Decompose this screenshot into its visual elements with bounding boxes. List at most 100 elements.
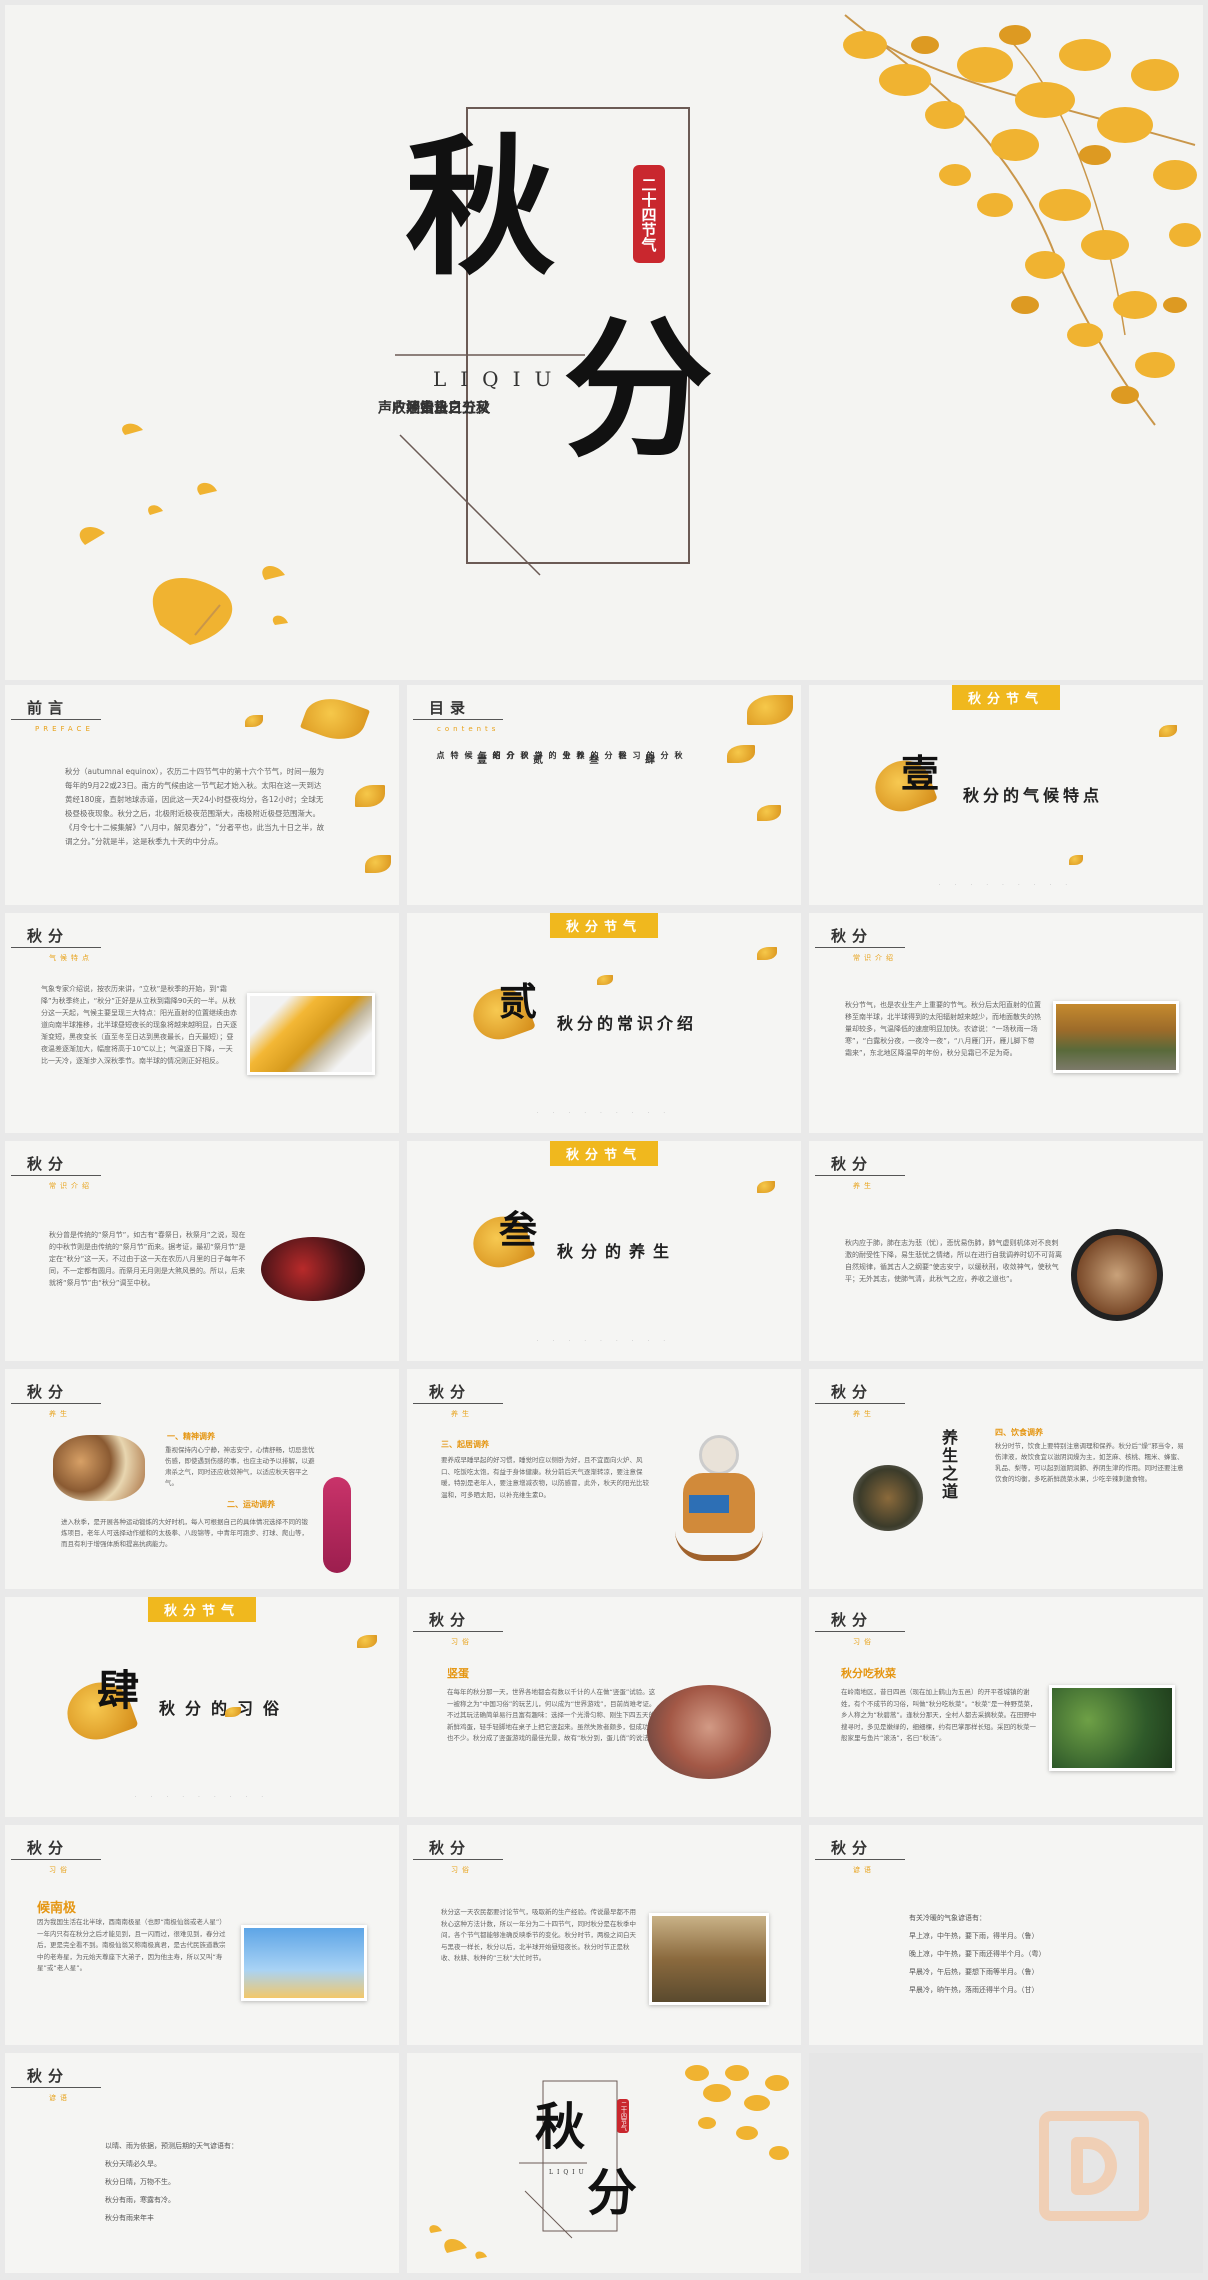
slide-subtitle: 养生 [853,1410,875,1418]
health4-head: 四、饮食调养 [995,1428,1043,1437]
slide-dots: · · · · · · · · · [536,1338,672,1345]
toc-label: 秋分的气候特点 [436,751,529,761]
slide-section-1[interactable]: 秋分节气 壹 秋分的气候特点 · · · · · · · · · [809,685,1203,905]
slide-climate[interactable]: 秋分 气候特点 气象专家介绍说，按农历来讲，“立秋”是秋季的开始，到“霜降”为秋… [5,913,399,1133]
slide-section-2[interactable]: 秋分节气 贰 秋分的常识介绍 · · · · · · · · · [407,913,801,1133]
climate-text: 气象专家介绍说，按农历来讲，“立秋”是秋季的开始，到“霜降”为秋季终止，“秋分”… [41,985,237,1065]
slide-subtitle: 谚语 [49,2094,71,2102]
title-rule [11,2087,101,2088]
tea-bowls-photo [853,1465,923,1531]
ginkgo-leaf [757,1181,775,1193]
slide-health-1[interactable]: 秋分 养生 秋内应于肺，肺在志为悲（忧），悲忧易伤肺，肺气虚则机体对不良刺激的耐… [809,1141,1203,1361]
title-rule [11,1859,101,1860]
slide-health-2[interactable]: 秋分 养生 一、精神调养 重视保持内心宁静，神志安宁，心情舒畅，切忌悲忧伤感，即… [5,1369,399,1589]
proverb2-line: 以晴、雨为依据，预测后期的天气谚语有： [105,2142,238,2150]
title-rule [11,1175,101,1176]
title-rule [815,1631,905,1632]
ending-pinyin: LIQIU [549,2169,588,2176]
ginkgo-leaf [757,947,777,960]
proverb1-line: 早晨冷，午后热，要想下雨等半月。（鲁） [909,1968,1039,1976]
proverb1-line: 早晨冷，晌午热，落雨还得半个月。（甘） [909,1986,1039,1994]
hero-decoration [79,14,1201,645]
proverb2-line: 秋分有雨来年丰 [105,2214,154,2222]
toc-num: 壹 [477,755,487,766]
ginkgo-leaf [365,855,391,873]
slide-common[interactable]: 秋分 常识介绍 秋分节气，也是农业生产上重要的节气。秋分后太阳直射的位置移至南半… [809,913,1203,1133]
title-rule [815,1859,905,1860]
slide-proverb-1[interactable]: 秋分 谚语 有关冷暖的气象谚语有： 早上凉，中午热，要下雨，得半月。（鲁） 晚上… [809,1825,1203,2045]
custom1-text: 在每年的秋分那一天，世界各地都会有数以千计的人在做“竖蛋”试验。这一被称之为“中… [447,1688,656,1742]
toc-label: 秋分的养生 [562,751,627,761]
proverb2-list: 以晴、雨为依据，预测后期的天气谚语有： 秋分天晴必久旱。 秋分日晴，万物不生。 … [105,2137,238,2227]
hero-slide[interactable]: 秋 分 LIQIU 二十四节气 秋分之日雷始收声 又五日蛰虫坯户 又五日水始涸 [5,5,1203,680]
toc-num: 贰 [533,755,543,766]
slide-title: 秋分 [27,1155,70,1173]
title-rule [11,1403,101,1404]
section-title: 秋分的习俗 [159,1699,290,1718]
slide-subtitle: 习俗 [451,1866,473,1874]
slide-title: 秋分 [429,1611,472,1629]
section-numeral: 贰 [499,979,538,1024]
yoga-figure [323,1477,351,1573]
toc-entry-4[interactable]: 肆 秋分的习俗 [618,751,683,766]
section-title: 秋分的常识介绍 [557,1014,698,1033]
ginkgo-leaf [597,975,613,985]
title-rule [413,1631,503,1632]
slide-dots: · · · · · · · · · [536,1110,672,1117]
health3-head: 三、起居调养 [441,1440,489,1449]
slide-ending[interactable]: 秋 分 LIQIU 二十四节气 [407,2053,801,2273]
slide-dots: · · · · · · · · · [134,1794,270,1801]
slide-custom-2[interactable]: 秋分 习俗 秋分吃秋菜 在岭南地区，昔日四邑（现在加上鹤山为五邑）的开平苍城镇的… [809,1597,1203,1817]
custom2-head: 秋分吃秋菜 [841,1667,896,1680]
slide-custom-4[interactable]: 秋分 习俗 秋分这一天农民都要讨论节气，吸取新的生产经验。传说最早都不用秋心这种… [407,1825,801,2045]
slide-title: 目录 [429,699,472,717]
toc-list: 壹 秋分的气候特点 贰 秋分的常识介绍 叁 秋分的养生 肆 秋分的习俗 [436,751,683,766]
slide-common-2[interactable]: 秋分 常识介绍 秋分曾是传统的“祭月节”，如古有“春祭日，秋祭月”之说，现在的中… [5,1141,399,1361]
herbal-tea-photo [1071,1229,1163,1321]
preface-text: 秋分（autumnal equinox），农历二十四节气中的第十六个节气，时间一… [65,767,325,846]
title-rule [11,947,101,948]
ginkgo-leaf [747,695,793,725]
toc-entry-2[interactable]: 贰 秋分的常识介绍 [492,751,585,766]
slide-toc[interactable]: 目录 contents 壹 秋分的气候特点 贰 秋分的常识介绍 叁 秋分的养生 … [407,685,801,905]
common-text: 秋分节气，也是农业生产上重要的节气。秋分后太阳直射的位置移至南半球，北半球得到的… [845,1001,1041,1057]
ginkgo-leaf [727,745,755,763]
custom3-head: 候南极 [37,1901,77,1916]
section-title: 秋分的气候特点 [963,786,1104,805]
common2-text: 秋分曾是传统的“祭月节”，如古有“春祭日，秋祭月”之说，现在的中秋节则是由传统的… [49,1231,246,1287]
section-tab: 秋分节气 [147,1597,257,1622]
watermark-tile [809,2053,1203,2273]
slide-subtitle: 养生 [451,1410,473,1418]
slide-subtitle: 习俗 [49,1866,71,1874]
slide-health-4[interactable]: 秋分 养生 养生之道 四、饮食调养 秋分时节，饮食上要特别注意调理和保养。秋分后… [809,1369,1203,1589]
grains-photo [53,1435,145,1501]
autumn-forest-photo [1053,1001,1179,1073]
slide-subtitle: 养生 [49,1410,71,1418]
slide-title: 秋分 [831,1383,874,1401]
section-numeral: 肆 [97,1666,140,1715]
slide-proverb-2[interactable]: 秋分 谚语 以晴、雨为依据，预测后期的天气谚语有： 秋分天晴必久旱。 秋分日晴，… [5,2053,399,2273]
toc-entry-3[interactable]: 叁 秋分的养生 [562,751,627,766]
health4-banner: 养生之道 [939,1429,958,1501]
slide-custom-1[interactable]: 秋分 习俗 竖蛋 在每年的秋分那一天，世界各地都会有数以千计的人在做“竖蛋”试验… [407,1597,801,1817]
farming-painting-photo [649,1913,769,2005]
section-tab: 秋分节气 [549,913,659,938]
slide-subtitle: 养生 [853,1182,875,1190]
proverb2-line: 秋分天晴必久旱。 [105,2160,161,2168]
slide-subtitle: contents [437,725,500,733]
slide-subtitle: PREFACE [35,725,94,733]
section-numeral: 壹 [901,751,940,796]
slide-section-4[interactable]: 秋分节气 肆 秋分的习俗 · · · · · · · · · [5,1597,399,1817]
slide-section-3[interactable]: 秋分节气 叁 秋分的养生 · · · · · · · · · [407,1141,801,1361]
ginkgo-leaf [357,1635,377,1648]
ending-decoration [429,2065,789,2259]
ginkgo-photo [247,993,375,1075]
health2-text-2: 进入秋季，是开展各种运动锻炼的大好时机，每人可根据自己的具体情况选择不同的锻炼项… [61,1518,308,1548]
toc-entry-1[interactable]: 壹 秋分的气候特点 [436,751,529,766]
slide-preface[interactable]: 前言 PREFACE 秋分（autumnal equinox），农历二十四节气中… [5,685,399,905]
ending-char-qiu: 秋 [535,2097,585,2156]
slide-health-3[interactable]: 秋分 养生 三、起居调养 要养成早睡早起的好习惯，睡觉时应以侧卧为好，且不宜面向… [407,1369,801,1589]
slide-custom-3[interactable]: 秋分 习俗 候南极 因为我国生活在北半球，酉南南极星（也即“南极仙翁或老人星”）… [5,1825,399,2045]
title-rule [11,719,101,720]
